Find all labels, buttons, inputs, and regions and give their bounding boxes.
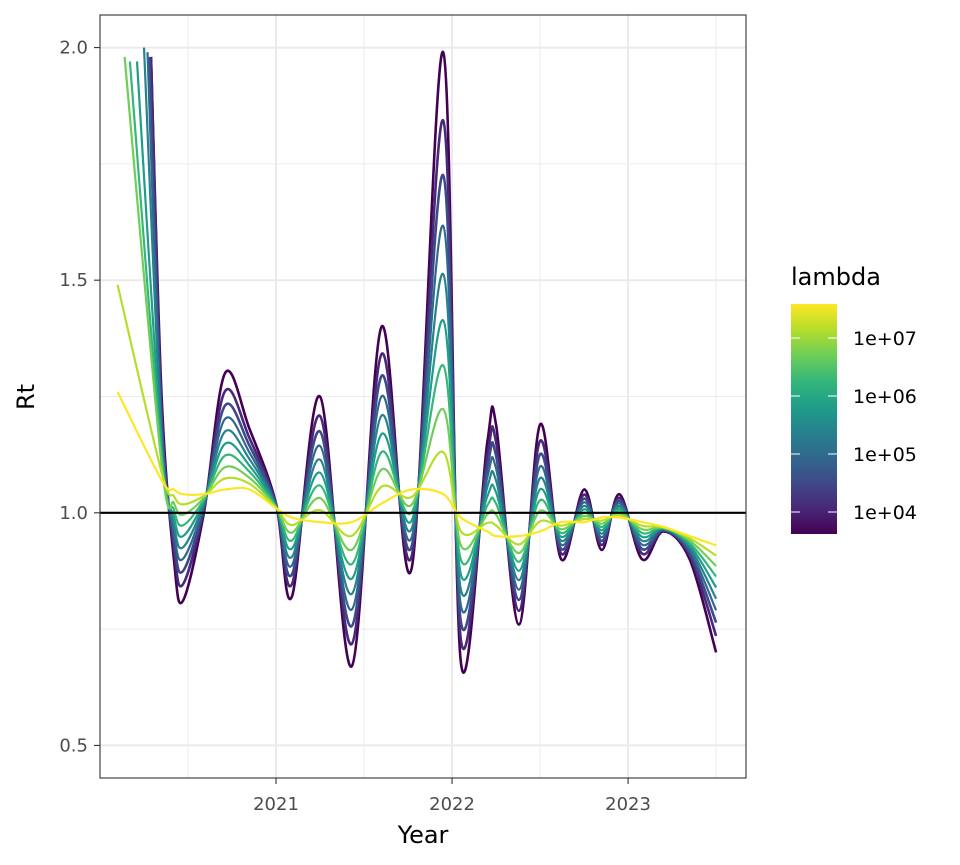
legend-label: 1e+05 <box>853 444 917 466</box>
series-line <box>135 61 718 589</box>
y-axis-ticks: 0.5 1.0 1.5 2.0 <box>59 38 100 756</box>
panel-border <box>99 14 747 779</box>
x-axis-ticks: 2021 2022 2023 <box>253 778 651 815</box>
x-tick-label: 2023 <box>605 794 651 815</box>
legend-label: 1e+07 <box>853 328 917 350</box>
y-tick-label: 2.0 <box>59 38 88 59</box>
y-tick-label: 1.0 <box>59 503 88 524</box>
legend-ticks: 1e+07 1e+06 1e+05 1e+04 <box>791 328 917 524</box>
legend-label: 1e+04 <box>853 502 917 524</box>
x-axis-title: Year <box>397 821 449 849</box>
legend: lambda 1e+07 1e+06 1e+05 1e+04 <box>791 263 917 534</box>
y-tick-label: 0.5 <box>59 735 88 756</box>
legend-colorbar <box>791 304 837 534</box>
x-tick-label: 2021 <box>253 794 299 815</box>
legend-label: 1e+06 <box>853 386 917 408</box>
y-tick-label: 1.5 <box>59 270 88 291</box>
series-line <box>116 391 717 547</box>
x-tick-label: 2022 <box>429 794 475 815</box>
legend-title: lambda <box>791 263 881 291</box>
y-axis-title: Rt <box>12 384 40 410</box>
